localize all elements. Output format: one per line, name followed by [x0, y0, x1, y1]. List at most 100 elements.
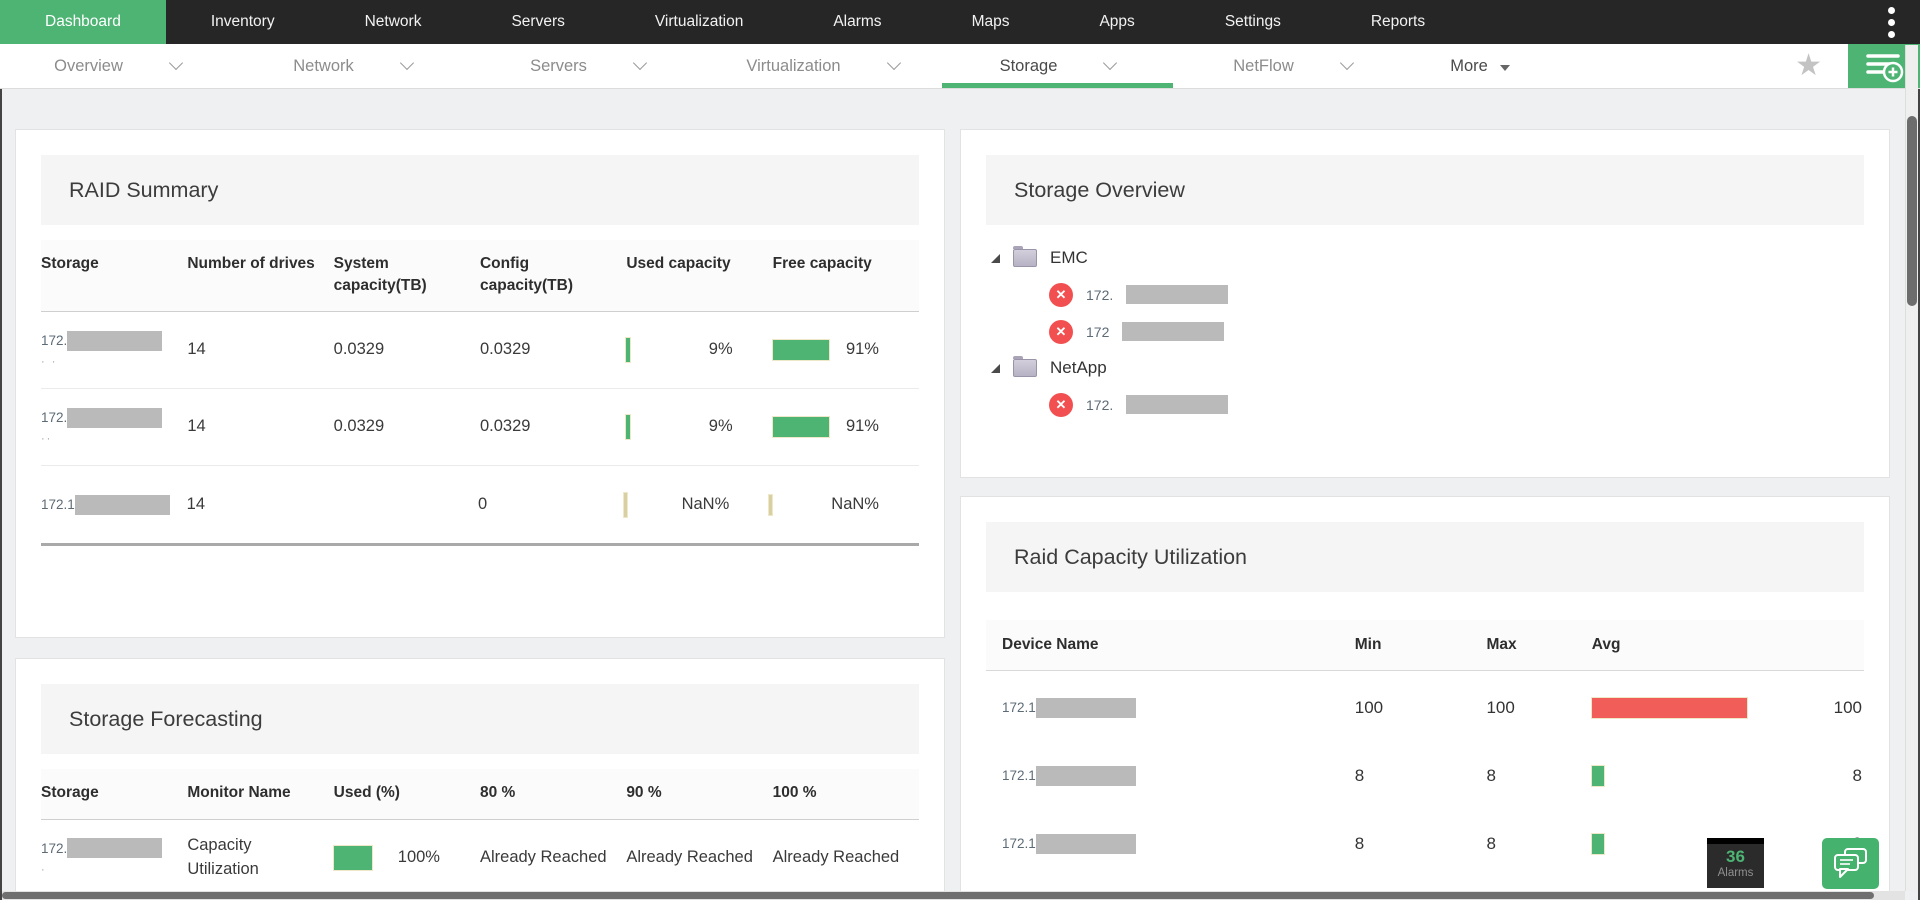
sub-nav-virtualization[interactable]: Virtualization: [705, 44, 940, 88]
caret-down-icon: [1499, 64, 1510, 71]
horizontal-scrollbar[interactable]: [2, 891, 1905, 900]
ip-line: 172.: [41, 329, 173, 353]
avg-cell: 100: [1591, 697, 1864, 718]
min-cell: 8: [1354, 765, 1365, 785]
cell-value: 14: [187, 340, 206, 359]
table-row: 172. ·· 14 0.0329 0.0329 9% 91%: [41, 389, 919, 467]
storage-forecasting-panel: Storage Forecasting Storage Monitor Name U…: [15, 658, 945, 900]
tree-device[interactable]: ✕ 172.: [1049, 386, 1859, 423]
free-capacity-cell: 91%: [772, 338, 919, 362]
used-capacity-cell: NaN%: [623, 492, 770, 517]
tree-folder-label: EMC: [1050, 248, 1088, 267]
ip-prefix: 172.: [41, 333, 68, 349]
top-nav-dashboard[interactable]: Dashboard: [0, 0, 166, 44]
top-nav-network[interactable]: Network: [364, 13, 422, 30]
free-capacity-cell: NaN%: [769, 493, 919, 517]
sub-nav-label: More: [1450, 56, 1488, 75]
top-nav-alarms[interactable]: Alarms: [833, 13, 882, 30]
kebab-menu-icon[interactable]: [1862, 0, 1920, 44]
top-nav-virtualization[interactable]: Virtualization: [654, 13, 744, 30]
top-nav-reports[interactable]: Reports: [1370, 13, 1426, 30]
panel-title: Storage Overview: [1014, 177, 1185, 202]
sub-nav-servers[interactable]: Servers: [470, 44, 705, 88]
capacity-bar-fill: [623, 492, 627, 517]
panel-header: Raid Capacity Utilization: [986, 522, 1864, 592]
cell-value: 0.0329: [333, 417, 385, 436]
capacity-bar: [772, 340, 835, 361]
table-row: 172.1 100 100 100: [986, 677, 1864, 739]
tree-expand-icon[interactable]: [991, 363, 1000, 373]
top-nav-maps[interactable]: Maps: [971, 13, 1010, 30]
redacted-text: [1035, 765, 1136, 786]
raid-capacity-table: Device Name Min Max Avg 172.1 100 100 100 172.1…: [986, 620, 1864, 875]
top-nav-inventory[interactable]: Inventory: [210, 13, 275, 30]
chevron-down-icon: [1339, 55, 1354, 71]
chevron-down-icon: [886, 55, 901, 71]
cell-value: 0.0329: [479, 417, 531, 436]
redacted-text: [1035, 833, 1136, 854]
cell-value: 0.0329: [479, 340, 531, 359]
tree-folder-netapp[interactable]: NetApp: [991, 350, 1859, 386]
folder-icon: [1013, 246, 1037, 267]
tree-folder-emc[interactable]: EMC: [991, 240, 1859, 276]
star-icon[interactable]: ★: [1795, 49, 1822, 82]
tree-device[interactable]: ✕ 172: [1049, 313, 1859, 350]
free-capacity-cell: 91%: [772, 415, 919, 439]
capacity-bar-fill: [626, 415, 631, 440]
table-row: 172. · · 14 0.0329 0.0329 9% 91%: [41, 312, 919, 390]
ip-prefix: 172.: [41, 410, 68, 426]
top-nav-servers[interactable]: Servers: [511, 13, 565, 30]
redacted-text: [67, 331, 163, 352]
raid-summary-body: 172. · · 14 0.0329 0.0329 9% 91% 172. ·· 14 0.0329…: [41, 312, 919, 547]
table-row: 172. · Capacity Utilization 100% Already Rea…: [41, 820, 919, 897]
redacted-text: [1126, 395, 1229, 414]
ip-prefix: 172.: [1086, 396, 1114, 413]
tree-expand-icon[interactable]: [991, 253, 1000, 263]
tree-device[interactable]: ✕ 172.: [1049, 276, 1859, 313]
dashboard-content: RAID Summary Storage Number of drives Syst…: [0, 89, 1920, 900]
sub-nav-netflow[interactable]: NetFlow: [1175, 44, 1410, 88]
column-header: Used capacity: [626, 255, 731, 272]
alarms-badge[interactable]: 36 Alarms: [1707, 838, 1764, 888]
vertical-scrollbar[interactable]: [1905, 45, 1918, 891]
capacity-bar-fill: [333, 845, 372, 870]
threshold-cell: Already Reached: [479, 847, 607, 866]
capacity-bar-fill: [1591, 765, 1604, 786]
horizontal-scrollbar-thumb[interactable]: [2, 892, 1874, 899]
column-header: 100 %: [772, 784, 817, 801]
sub-nav-overview[interactable]: Overview: [0, 44, 235, 88]
dot: [1887, 6, 1895, 14]
status-down-icon: ✕: [1049, 282, 1073, 307]
max-cell: 8: [1486, 833, 1496, 853]
ip-prefix: 172.1: [41, 496, 75, 512]
monitor-name-cell: Capacity Utilization: [187, 835, 259, 878]
cell-value: NaN%: [681, 494, 730, 513]
ip-sub: ··: [41, 433, 53, 446]
top-nav-settings[interactable]: Settings: [1224, 13, 1281, 30]
capacity-bar: [1591, 833, 1747, 854]
cell-value: 8: [1852, 765, 1862, 785]
column-header: Min: [1354, 636, 1382, 653]
storage-cell: 172. · ·: [41, 329, 187, 371]
cell-value: 91%: [845, 340, 879, 359]
capacity-bar-fill: [772, 340, 829, 361]
storage-tree: EMC ✕ 172. ✕ 172 NetApp ✕ 172.: [991, 240, 1859, 423]
capacity-bar: [626, 338, 668, 363]
column-header: Monitor Name: [187, 784, 291, 801]
sub-nav-more[interactable]: More: [1410, 44, 1550, 88]
tree-folder-label: NetApp: [1050, 358, 1107, 377]
top-nav-apps[interactable]: Apps: [1099, 13, 1135, 30]
sub-nav-network[interactable]: Network: [235, 44, 470, 88]
cell-value: 9%: [708, 417, 733, 436]
storage-forecasting-body: 172. · Capacity Utilization 100% Already Rea…: [41, 820, 919, 897]
used-capacity-cell: 9%: [626, 338, 772, 363]
vertical-scrollbar-thumb[interactable]: [1907, 116, 1917, 306]
ip-line: 172.1: [1002, 697, 1355, 718]
device-label: 172. · ·: [41, 329, 173, 371]
sub-nav-storage[interactable]: Storage: [940, 44, 1175, 88]
chat-button[interactable]: [1822, 838, 1879, 889]
storage-overview-panel: Storage Overview EMC ✕ 172. ✕ 172 NetApp ✕ 172.: [960, 129, 1890, 478]
capacity-bar-fill: [626, 338, 631, 363]
